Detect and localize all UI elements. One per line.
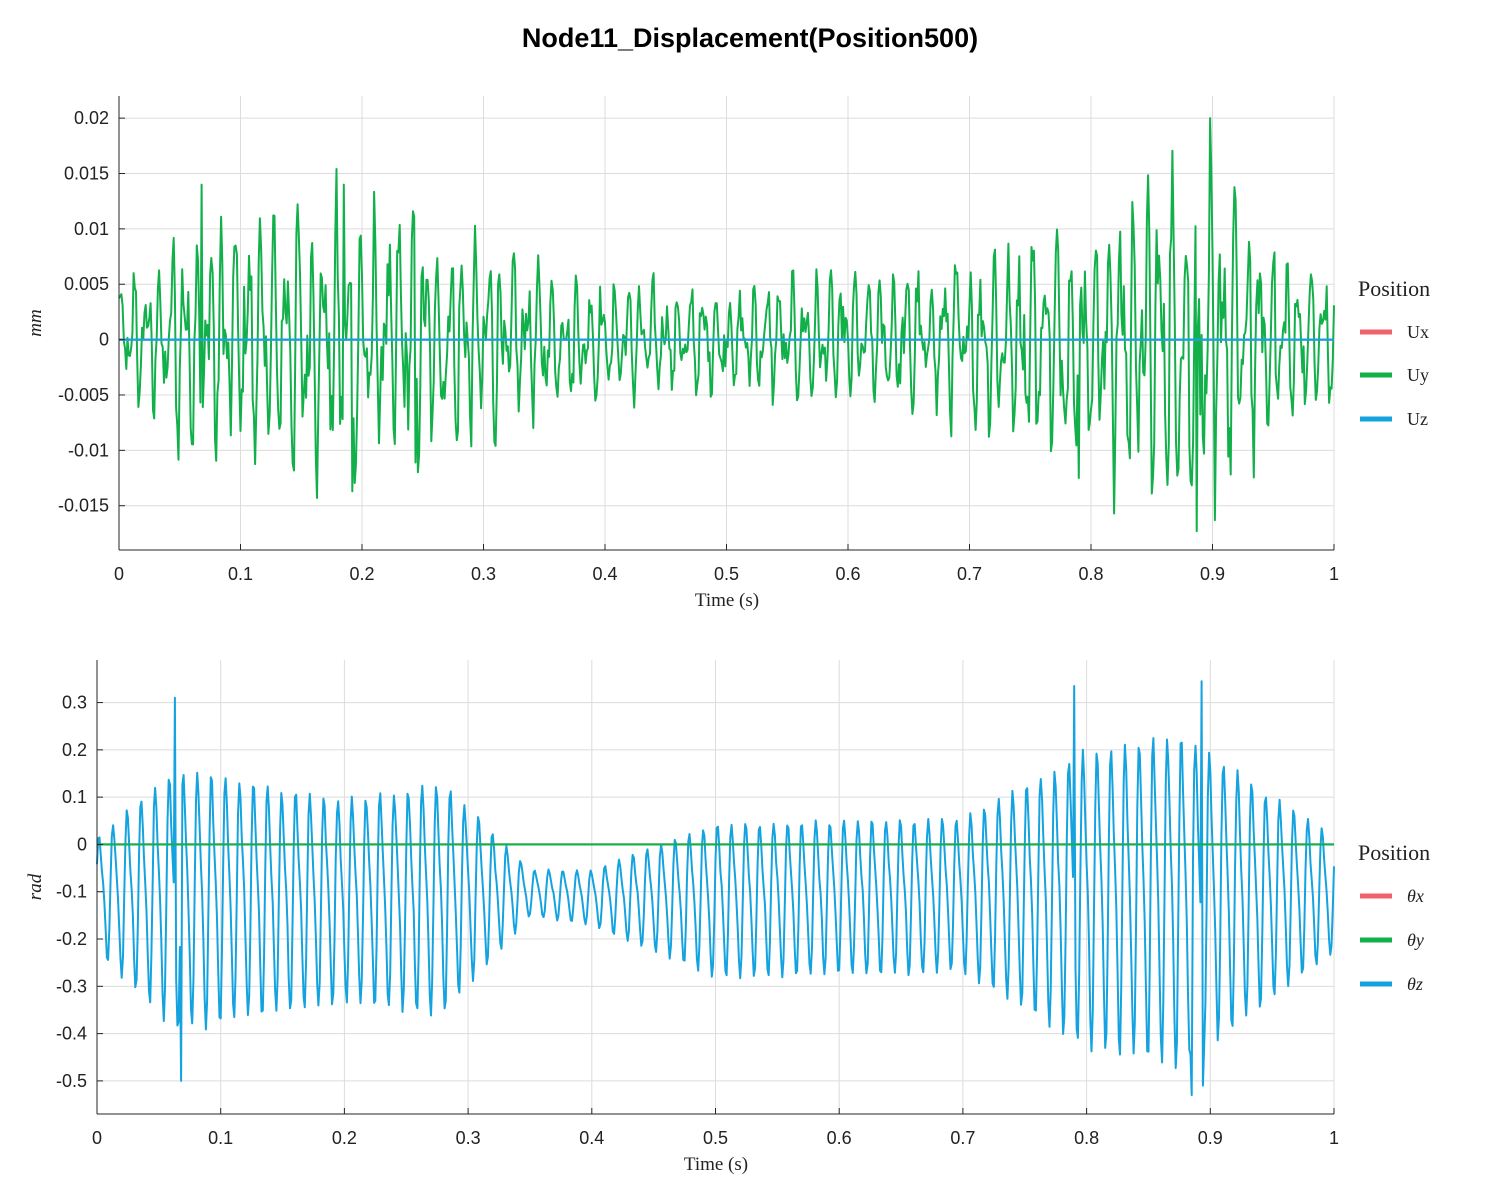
x-tick-label: 0.2 bbox=[332, 1128, 357, 1148]
displacement-plot: 0 0.1 0.2 0.3 0.4 0.5 0.6 0.7 0.8 0.9 1 -0.015 -0.01… bbox=[25, 96, 1430, 611]
legend-title: Position bbox=[1358, 840, 1430, 865]
legend-entry-theta-z: θz bbox=[1407, 974, 1423, 994]
series-layer bbox=[118, 117, 1335, 533]
y-tick-label: 0.1 bbox=[62, 787, 87, 807]
grid-lines bbox=[118, 96, 1335, 550]
legend-entry-theta-x: θx bbox=[1407, 886, 1424, 906]
tick-labels: 0 0.1 0.2 0.3 0.4 0.5 0.6 0.7 0.8 0.9 1 -0.015 -0.01… bbox=[58, 108, 1339, 584]
x-tick-label: 0.4 bbox=[592, 564, 617, 584]
legend: Position θx θy θz bbox=[1358, 840, 1430, 994]
rotation-plot: 0 0.1 0.2 0.3 0.4 0.5 0.6 0.7 0.8 0.9 1 -0.5 -0.4 -0.… bbox=[25, 660, 1430, 1175]
y-tick-label: 0 bbox=[77, 834, 87, 854]
y-tick-label: -0.005 bbox=[58, 385, 109, 405]
x-tick-label: 0.3 bbox=[456, 1128, 481, 1148]
series-theta-z-line bbox=[96, 680, 1335, 1097]
y-axis-label: rad bbox=[25, 873, 46, 900]
series-layer bbox=[96, 680, 1335, 1097]
legend-entry-uz: Uz bbox=[1407, 409, 1428, 429]
y-tick-label: -0.4 bbox=[56, 1024, 87, 1044]
x-tick-label: 0.6 bbox=[827, 1128, 852, 1148]
x-tick-label: 0.2 bbox=[349, 564, 374, 584]
legend: Position Ux Uy Uz bbox=[1358, 276, 1430, 429]
y-tick-label: 0.01 bbox=[74, 219, 109, 239]
x-tick-label: 0.5 bbox=[703, 1128, 728, 1148]
x-tick-label: 0.9 bbox=[1198, 1128, 1223, 1148]
x-tick-label: 0.8 bbox=[1078, 564, 1103, 584]
legend-entry-uy: Uy bbox=[1407, 365, 1429, 385]
x-tick-label: 0.7 bbox=[957, 564, 982, 584]
y-axis-label: mm bbox=[25, 309, 46, 336]
x-tick-label: 0 bbox=[114, 564, 124, 584]
y-tick-label: 0.02 bbox=[74, 108, 109, 128]
y-tick-label: -0.2 bbox=[56, 929, 87, 949]
x-tick-label: 0.7 bbox=[950, 1128, 975, 1148]
y-tick-label: -0.015 bbox=[58, 496, 109, 516]
x-tick-label: 0 bbox=[92, 1128, 102, 1148]
y-tick-label: 0.005 bbox=[64, 274, 109, 294]
y-tick-label: -0.1 bbox=[56, 882, 87, 902]
y-tick-label: -0.01 bbox=[68, 440, 109, 460]
y-tick-label: -0.3 bbox=[56, 976, 87, 996]
y-tick-label: 0.3 bbox=[62, 693, 87, 713]
x-tick-label: 0.5 bbox=[714, 564, 739, 584]
y-tick-label: -0.5 bbox=[56, 1071, 87, 1091]
legend-entry-theta-y: θy bbox=[1407, 930, 1424, 950]
x-tick-label: 1 bbox=[1329, 564, 1339, 584]
x-tick-label: 0.9 bbox=[1200, 564, 1225, 584]
axes-frame bbox=[118, 96, 1335, 551]
y-tick-label: 0.2 bbox=[62, 740, 87, 760]
tick-labels: 0 0.1 0.2 0.3 0.4 0.5 0.6 0.7 0.8 0.9 1 -0.5 -0.4 -0.… bbox=[56, 693, 1339, 1148]
series-uy-line bbox=[118, 117, 1335, 533]
x-tick-label: 0.6 bbox=[835, 564, 860, 584]
x-tick-label: 0.8 bbox=[1074, 1128, 1099, 1148]
x-axis-label: Time (s) bbox=[695, 590, 759, 611]
x-tick-label: 0.3 bbox=[471, 564, 496, 584]
y-tick-label: 0.015 bbox=[64, 164, 109, 184]
x-tick-label: 0.4 bbox=[579, 1128, 604, 1148]
legend-title: Position bbox=[1358, 276, 1430, 301]
x-tick-label: 0.1 bbox=[208, 1128, 233, 1148]
x-tick-label: 0.1 bbox=[228, 564, 253, 584]
legend-entry-ux: Ux bbox=[1407, 322, 1429, 342]
y-tick-label: 0 bbox=[99, 330, 109, 350]
axes-frame bbox=[96, 660, 1335, 1115]
x-axis-label: Time (s) bbox=[684, 1154, 748, 1175]
figure-title: Node11_Displacement(Position500) bbox=[522, 23, 978, 53]
x-tick-label: 1 bbox=[1329, 1128, 1339, 1148]
